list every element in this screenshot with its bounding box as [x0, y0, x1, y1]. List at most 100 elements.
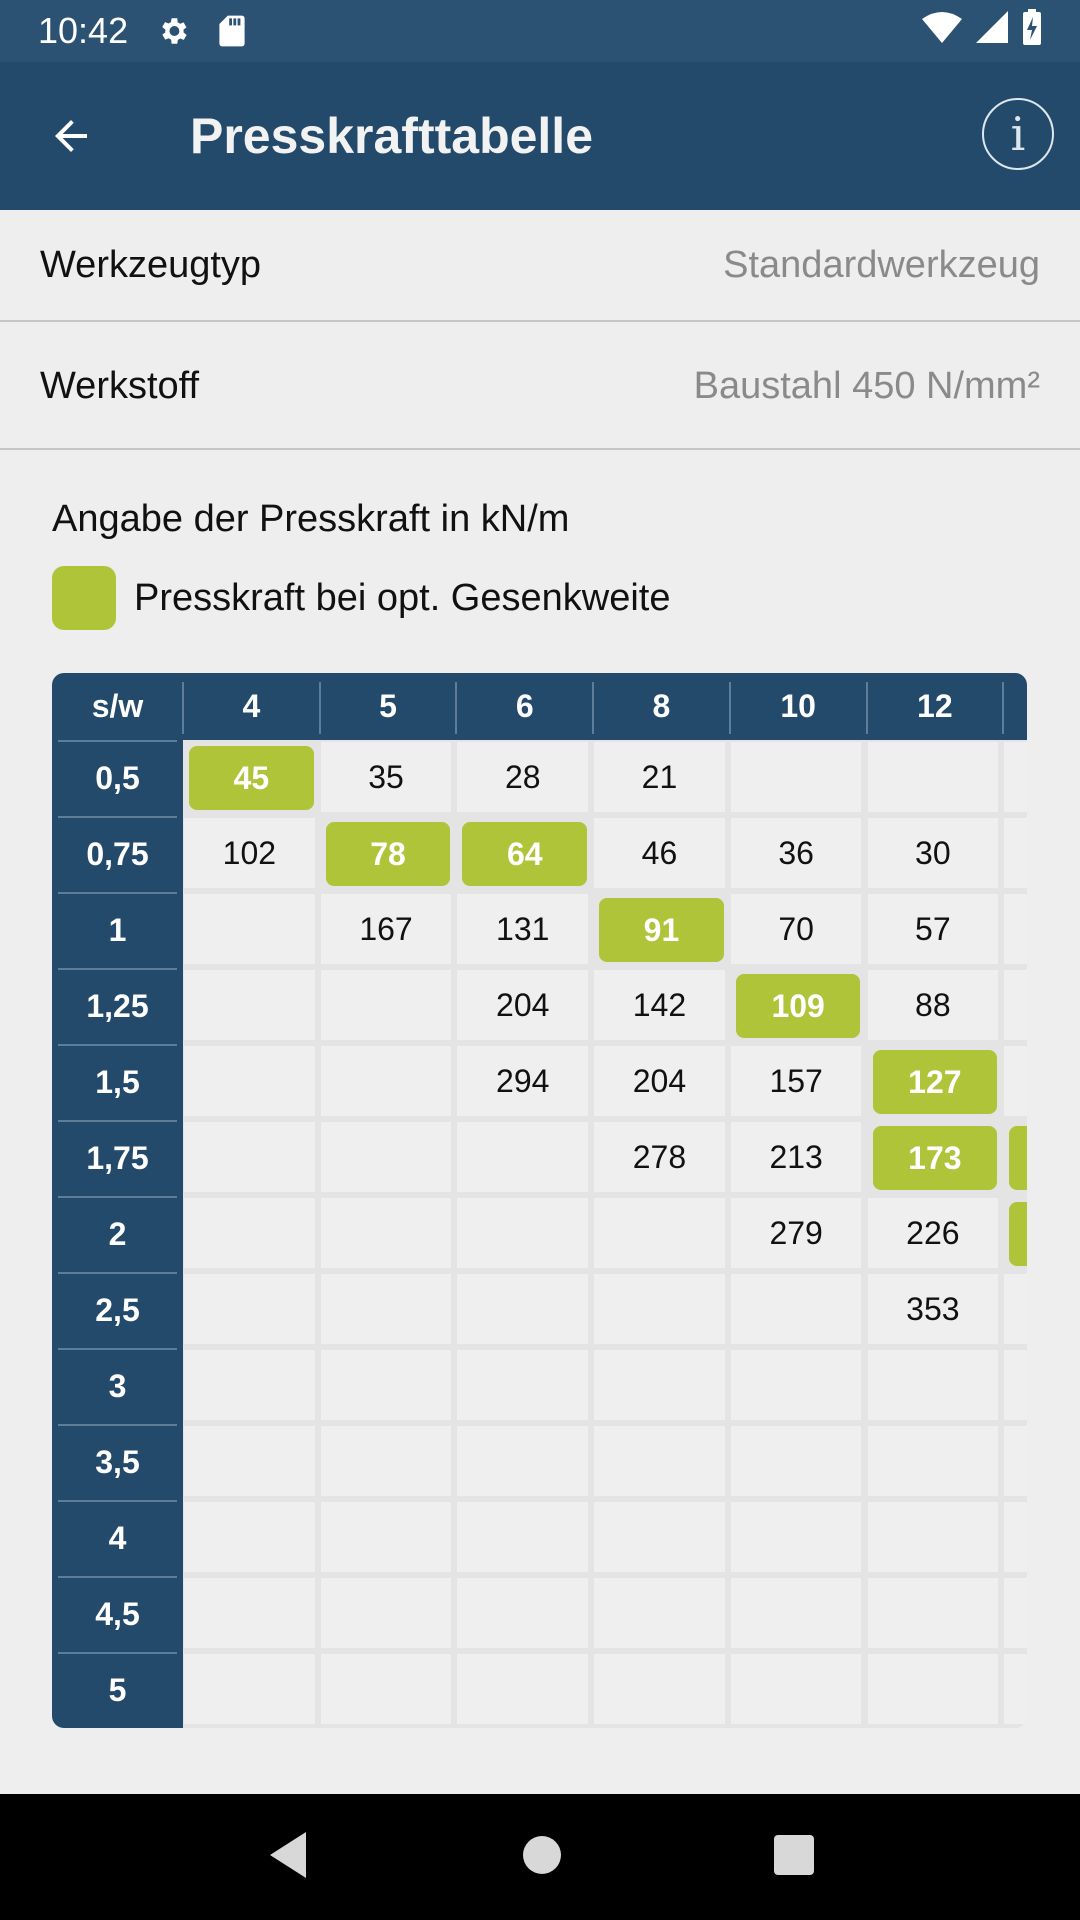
table-cell[interactable] — [184, 1274, 315, 1344]
table-cell[interactable] — [320, 1654, 452, 1724]
table-cell[interactable] — [457, 1426, 589, 1496]
table-cell[interactable] — [1004, 818, 1027, 888]
table-cell[interactable]: 70 — [730, 894, 862, 964]
table-cell[interactable] — [320, 1426, 452, 1496]
table-cell[interactable]: 157 — [730, 1046, 862, 1116]
table-cell[interactable] — [184, 1578, 315, 1648]
table-cell[interactable]: 46 — [594, 818, 725, 888]
table-cell[interactable] — [730, 1350, 862, 1420]
table-cell[interactable] — [867, 1426, 999, 1496]
table-cell[interactable]: 102 — [184, 818, 315, 888]
table-cell-optimal[interactable] — [1009, 1202, 1027, 1266]
table-cell[interactable] — [184, 1426, 315, 1496]
table-cell[interactable] — [184, 1122, 315, 1192]
table-cell[interactable]: 28 — [457, 742, 589, 812]
table-cell[interactable] — [730, 1578, 862, 1648]
table-cell[interactable]: 353 — [867, 1274, 999, 1344]
table-cell[interactable]: 278 — [594, 1122, 725, 1192]
table-cell[interactable] — [730, 1502, 862, 1572]
table-cell[interactable]: 167 — [320, 894, 452, 964]
table-cell[interactable] — [320, 1350, 452, 1420]
table-cell[interactable] — [1004, 970, 1027, 1040]
table-cell[interactable] — [457, 1198, 589, 1268]
table-cell-optimal[interactable]: 45 — [189, 746, 314, 810]
table-cell-optimal[interactable]: 173 — [872, 1126, 998, 1190]
table-cell[interactable] — [1004, 1274, 1027, 1344]
back-nav-button[interactable] — [266, 1830, 310, 1885]
column-divider — [592, 682, 595, 734]
table-cell[interactable] — [1004, 1654, 1027, 1724]
table-cell[interactable] — [1004, 742, 1027, 812]
table-cell[interactable] — [184, 894, 315, 964]
table-cell[interactable] — [457, 1350, 589, 1420]
table-cell[interactable] — [594, 1274, 725, 1344]
table-cell[interactable] — [867, 1578, 999, 1648]
table-cell[interactable] — [1004, 1578, 1027, 1648]
table-cell[interactable] — [320, 1198, 452, 1268]
table-cell[interactable] — [594, 1502, 725, 1572]
table-cell[interactable] — [594, 1198, 725, 1268]
table-cell[interactable] — [184, 1046, 315, 1116]
table-cell[interactable] — [1004, 1502, 1027, 1572]
table-cell[interactable] — [184, 1198, 315, 1268]
table-cell[interactable]: 36 — [730, 818, 862, 888]
recents-nav-button[interactable] — [774, 1834, 814, 1880]
table-cell-optimal[interactable] — [1009, 1126, 1027, 1190]
table-cell-optimal[interactable]: 91 — [599, 898, 724, 962]
table-cell[interactable] — [457, 1654, 589, 1724]
table-cell[interactable] — [320, 1578, 452, 1648]
table-cell[interactable] — [184, 1502, 315, 1572]
table-cell[interactable] — [457, 1274, 589, 1344]
table-cell[interactable] — [320, 1046, 452, 1116]
table-cell[interactable] — [867, 742, 999, 812]
table-cell[interactable]: 88 — [867, 970, 999, 1040]
info-button[interactable]: i — [982, 98, 1054, 170]
setting-werkzeugtyp[interactable]: Werkzeugtyp Standardwerkzeug — [0, 210, 1080, 322]
table-cell[interactable] — [320, 970, 452, 1040]
table-cell[interactable] — [1004, 1046, 1027, 1116]
back-button[interactable] — [26, 91, 116, 181]
table-cell[interactable] — [320, 1122, 452, 1192]
table-cell[interactable]: 30 — [867, 818, 999, 888]
table-cell[interactable] — [320, 1502, 452, 1572]
home-nav-button[interactable] — [522, 1835, 562, 1880]
table-cell[interactable] — [730, 1654, 862, 1724]
table-cell[interactable]: 204 — [594, 1046, 725, 1116]
table-cell[interactable] — [1004, 894, 1027, 964]
table-cell[interactable] — [730, 1426, 862, 1496]
table-cell[interactable] — [1004, 1350, 1027, 1420]
table-cell[interactable] — [1004, 1426, 1027, 1496]
table-cell[interactable] — [594, 1578, 725, 1648]
table-cell[interactable]: 21 — [594, 742, 725, 812]
table-cell[interactable]: 279 — [730, 1198, 862, 1268]
table-cell[interactable] — [184, 970, 315, 1040]
table-cell[interactable] — [730, 1274, 862, 1344]
table-cell[interactable]: 294 — [457, 1046, 589, 1116]
table-cell[interactable] — [594, 1350, 725, 1420]
table-cell[interactable]: 142 — [594, 970, 725, 1040]
table-cell[interactable]: 213 — [730, 1122, 862, 1192]
table-cell[interactable]: 35 — [320, 742, 452, 812]
table-cell[interactable] — [184, 1654, 315, 1724]
table-cell[interactable] — [867, 1654, 999, 1724]
table-cell[interactable] — [184, 1350, 315, 1420]
table-cell[interactable]: 226 — [867, 1198, 999, 1268]
table-cell[interactable]: 204 — [457, 970, 589, 1040]
table-cell-optimal[interactable]: 127 — [872, 1050, 998, 1114]
table-cell[interactable] — [457, 1502, 589, 1572]
table-cell[interactable] — [457, 1122, 589, 1192]
table-cell[interactable]: 131 — [457, 894, 589, 964]
table-cell[interactable] — [594, 1426, 725, 1496]
setting-werkstoff[interactable]: Werkstoff Baustahl 450 N/mm² — [0, 324, 1080, 450]
table-cell-optimal[interactable]: 109 — [735, 974, 861, 1038]
table-cell[interactable] — [867, 1502, 999, 1572]
table-cell[interactable] — [867, 1350, 999, 1420]
table-cell[interactable] — [594, 1654, 725, 1724]
table-cell[interactable] — [457, 1578, 589, 1648]
press-force-table[interactable]: s/w 4 5 6 8 10 12 0,5 0,75 1 1,25 1,5 1,75 2 2,5 3 3,5 4… — [52, 673, 1027, 1728]
table-cell[interactable] — [730, 742, 862, 812]
table-cell[interactable] — [320, 1274, 452, 1344]
table-cell-optimal[interactable]: 78 — [325, 822, 451, 886]
table-cell-optimal[interactable]: 64 — [462, 822, 588, 886]
table-cell[interactable]: 57 — [867, 894, 999, 964]
